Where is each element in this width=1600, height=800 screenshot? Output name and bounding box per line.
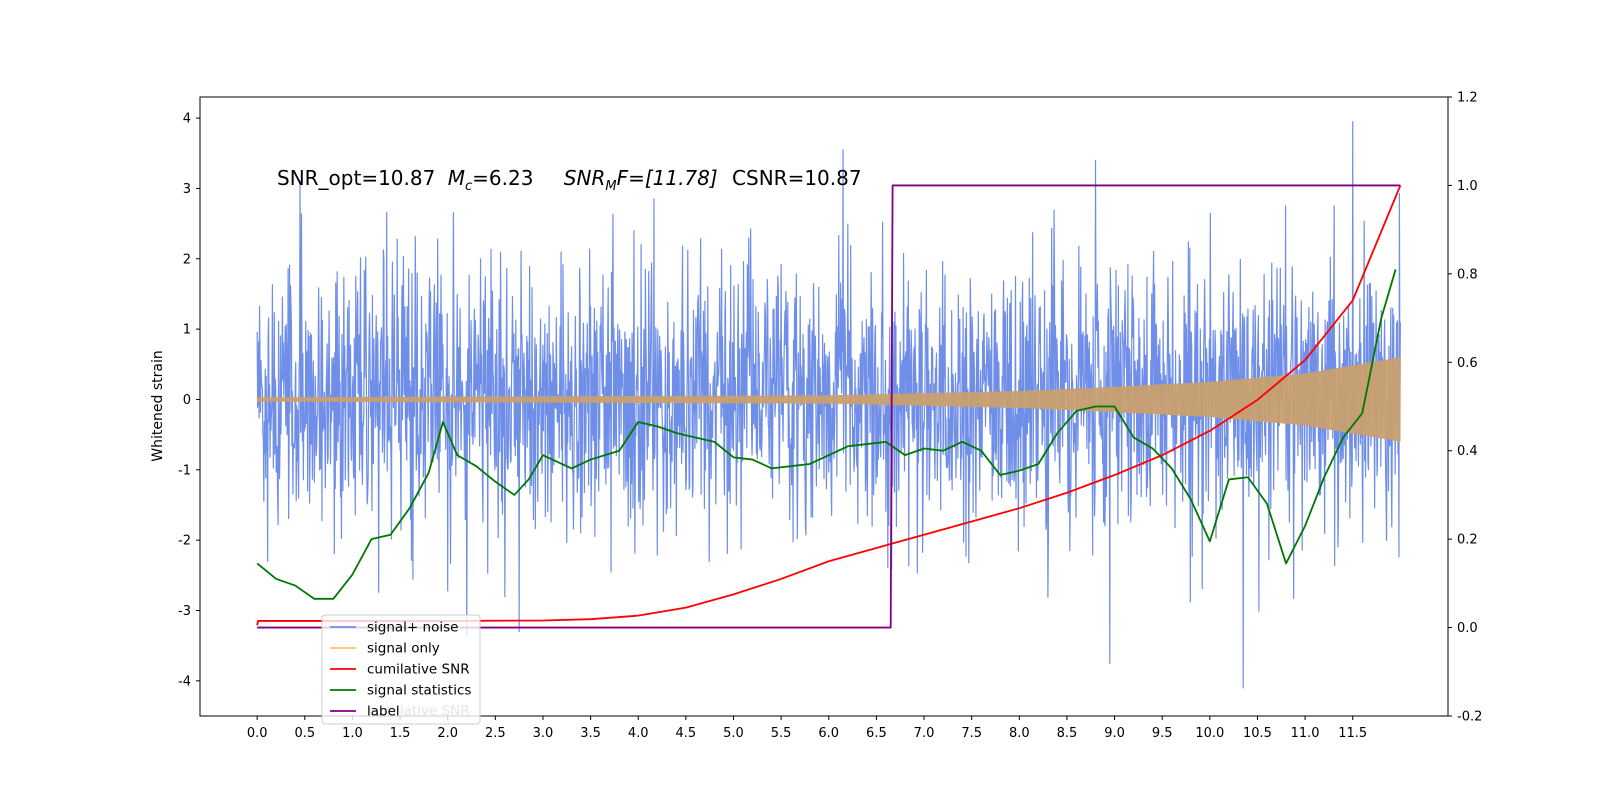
mc-value: =6.23 [472,166,533,190]
y-tick-label: 2 [183,252,191,267]
x-tick-label: 0.5 [294,726,315,741]
x-tick-label: 10.0 [1195,726,1224,741]
y2-tick-label: 0.2 [1457,533,1478,548]
series-signal-only [256,357,1401,442]
x-tick-label: 6.5 [866,726,887,741]
y-tick-label: -3 [178,604,191,619]
y2-tick-label: 0.6 [1457,356,1478,371]
y2-tick-label: 1.0 [1457,179,1478,194]
x-tick-label: 3.5 [580,726,601,741]
legend-label: signal statistics [367,683,471,699]
legend-label: cumilative SNR [367,662,470,678]
x-tick-label: 5.5 [771,726,792,741]
x-tick-label: 7.5 [961,726,982,741]
csnr-text: CSNR=10.87 [732,166,862,190]
mc-subscript: c [465,179,472,194]
y-tick-label: -1 [178,463,191,478]
y-tick-label: 4 [183,112,191,127]
y-axis-title: Whitened strain [150,350,166,461]
x-tick-label: 4.5 [676,726,697,741]
x-tick-label: 11.0 [1291,726,1320,741]
x-tick-label: 2.5 [485,726,506,741]
x-tick-label: 6.0 [818,726,839,741]
series-label [257,184,1401,629]
x-tick-label: 3.0 [533,726,554,741]
legend-label: label [367,704,400,720]
x-tick-label: 10.5 [1243,726,1272,741]
y2-tick-label: 0.0 [1457,621,1478,636]
y-tick-label: 3 [183,182,191,197]
y-tick-label: -4 [178,674,191,689]
x-tick-label: 1.5 [390,726,411,741]
series-signal-statistics [256,269,1397,600]
snr-annotation: SNR_opt=10.87 Mc=6.23 SNRMF=[11.78] CSNR… [277,166,862,194]
y-tick-label: 1 [183,323,191,338]
x-tick-label: 1.0 [342,726,363,741]
x-tick-label: 8.0 [1009,726,1030,741]
y2-tick-label: 1.2 [1457,91,1478,106]
x-tick-label: 5.0 [723,726,744,741]
x-tick-label: 7.0 [914,726,935,741]
x-tick-label: 4.0 [628,726,649,741]
legend-label: signal only [367,641,440,657]
snr-mf-subscript: M [605,179,616,194]
x-tick-label: 9.5 [1152,726,1173,741]
series-layer [256,121,1402,689]
y-tick-label: 0 [183,393,191,408]
y2-tick-label: -0.2 [1457,710,1482,725]
x-axis: 0.0 0.5 1.0 1.5 2.0 2.5 3.0 3.5 4.0 4.5 5.0 5.5 6.0 6… [247,716,1367,741]
x-tick-label: 9.0 [1104,726,1125,741]
legend-box [321,614,481,725]
plot-frame [199,96,1449,717]
y-axis-left: 4 3 2 1 0 -1 -2 -3 -4 [178,112,200,689]
snr-mf-symbol: SNR [564,166,606,190]
legend-label: signal+ noise [367,620,458,636]
snr-opt-text: SNR_opt=10.87 [277,166,435,190]
y-axis-right: 1.2 1.0 0.8 0.6 0.4 0.2 0.0 -0.2 [1448,91,1482,725]
x-tick-label: 8.5 [1057,726,1078,741]
x-tick-label: 11.5 [1338,726,1367,741]
y2-tick-label: 0.8 [1457,267,1478,282]
y2-tick-label: 0.4 [1457,444,1478,459]
x-tick-label: 0.0 [247,726,268,741]
series-cumulative-snr [256,185,1402,626]
snr-mf-value: F=[11.78] [617,166,718,190]
x-tick-label: 2.0 [437,726,458,741]
y-tick-label: -2 [178,534,191,549]
mc-symbol: M [448,166,465,190]
